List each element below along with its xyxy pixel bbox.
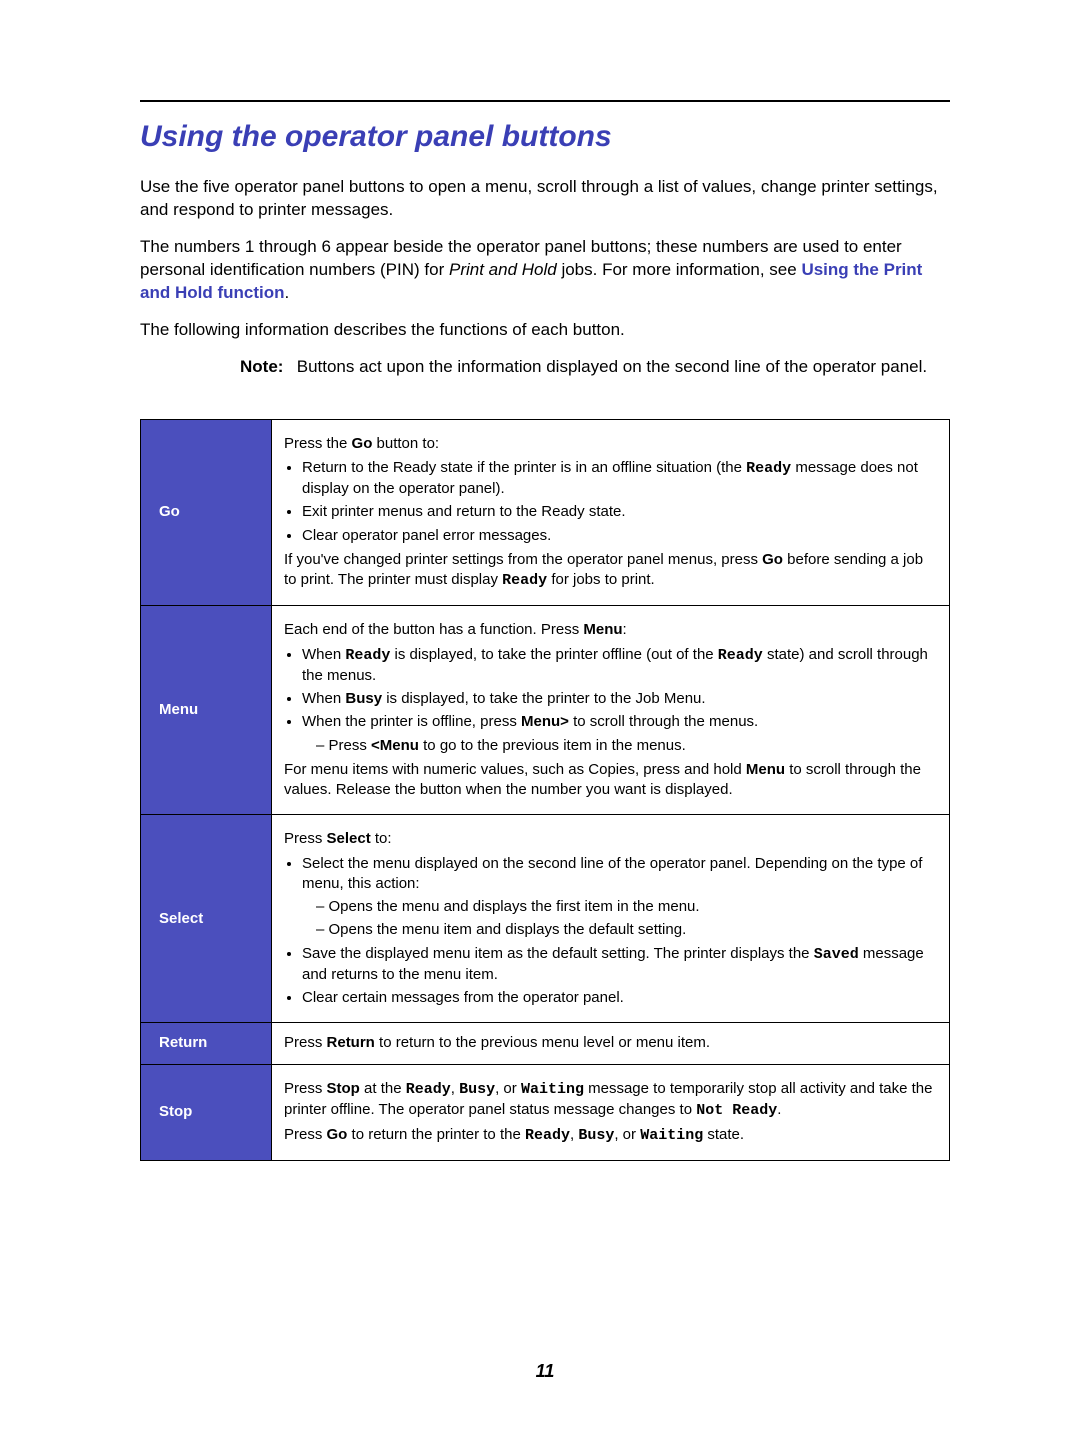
stop-p2-c2: , or [614, 1126, 640, 1143]
stop-p1-mid: at the [360, 1080, 406, 1097]
button-name-go: Go [141, 419, 272, 606]
go-p2-mono: Ready [502, 572, 547, 589]
button-desc-select: Press Select to: Select the menu display… [272, 815, 950, 1023]
stop-p2-bold: Go [327, 1126, 348, 1143]
table-row: Select Press Select to: Select the menu … [141, 815, 950, 1023]
stop-p1-m2: Busy [459, 1081, 495, 1098]
go-line1-pre: Press the [284, 435, 352, 452]
menu-b1-mono2: Ready [718, 647, 763, 664]
button-desc-stop: Press Stop at the Ready, Busy, or Waitin… [272, 1064, 950, 1161]
menu-line1-post: : [623, 621, 627, 638]
stop-p1-bold: Stop [327, 1080, 360, 1097]
select-line1-bold: Select [327, 830, 371, 847]
intro-paragraph-2: The numbers 1 through 6 appear beside th… [140, 236, 950, 305]
page-number: 11 [140, 1361, 950, 1382]
select-bullet-1-sub1: Opens the menu and displays the first it… [316, 897, 937, 917]
menu-b3-bold: Menu> [521, 713, 569, 730]
menu-bullet-3: When the printer is offline, press Menu>… [302, 712, 937, 756]
intro2-suffix: . [284, 283, 289, 302]
menu-b2-pre: When [302, 690, 345, 707]
go-p2-post: for jobs to print. [547, 571, 655, 588]
intro2-mid: jobs. For more information, see [557, 260, 802, 279]
stop-p1-pre: Press [284, 1080, 327, 1097]
note-text: Buttons act upon the information display… [297, 356, 947, 379]
intro-paragraph-3: The following information describes the … [140, 319, 950, 342]
stop-p2-post: state. [703, 1126, 744, 1143]
button-name-return: Return [141, 1023, 272, 1064]
go-b1-pre: Return to the Ready state if the printer… [302, 459, 746, 476]
menu-b1-mono: Ready [345, 647, 390, 664]
return-post: to return to the previous menu level or … [375, 1034, 710, 1051]
select-bullet-1: Select the menu displayed on the second … [302, 854, 937, 941]
top-rule [140, 100, 950, 102]
select-line1-pre: Press [284, 830, 327, 847]
menu-p2-bold: Menu [746, 761, 785, 778]
menu-b2-post: is displayed, to take the printer to the… [382, 690, 706, 707]
intro-paragraph-1: Use the five operator panel buttons to o… [140, 176, 950, 222]
go-bullet-3: Clear operator panel error messages. [302, 526, 937, 546]
menu-b3s-bold: <Menu [371, 737, 419, 754]
table-row: Return Press Return to return to the pre… [141, 1023, 950, 1064]
select-bullet-1-sub2: Opens the menu item and displays the def… [316, 920, 937, 940]
note-label: Note: [240, 356, 292, 379]
button-name-stop: Stop [141, 1064, 272, 1161]
menu-b1-mid: is displayed, to take the printer offlin… [390, 646, 717, 663]
return-bold: Return [327, 1034, 375, 1051]
menu-bullet-2: When Busy is displayed, to take the prin… [302, 689, 937, 709]
menu-b2-bold: Busy [345, 690, 382, 707]
select-bullet-2: Save the displayed menu item as the defa… [302, 944, 937, 986]
page-title: Using the operator panel buttons [140, 120, 950, 154]
select-line1-post: to: [371, 830, 392, 847]
button-name-select: Select [141, 815, 272, 1023]
go-p2-bold: Go [762, 551, 783, 568]
stop-p1-m3: Waiting [521, 1081, 584, 1098]
stop-p1-c1: , [451, 1080, 459, 1097]
return-pre: Press [284, 1034, 327, 1051]
menu-line1-bold: Menu [583, 621, 622, 638]
stop-p2-m1: Ready [525, 1127, 570, 1144]
stop-p2-mid: to return the printer to the [347, 1126, 525, 1143]
stop-p2-m3: Waiting [640, 1127, 703, 1144]
go-bullet-1: Return to the Ready state if the printer… [302, 458, 937, 500]
menu-b3s-post: to go to the previous item in the menus. [419, 737, 686, 754]
stop-p1-m1: Ready [406, 1081, 451, 1098]
table-row: Menu Each end of the button has a functi… [141, 606, 950, 815]
select-b2-mono: Saved [814, 946, 859, 963]
menu-line1-pre: Each end of the button has a function. P… [284, 621, 583, 638]
select-b2-pre: Save the displayed menu item as the defa… [302, 945, 814, 962]
table-row: Stop Press Stop at the Ready, Busy, or W… [141, 1064, 950, 1161]
menu-p2-pre: For menu items with numeric values, such… [284, 761, 746, 778]
note-block: Note: Buttons act upon the information d… [240, 356, 950, 379]
menu-b1-pre: When [302, 646, 345, 663]
button-name-menu: Menu [141, 606, 272, 815]
go-bullet-2: Exit printer menus and return to the Rea… [302, 502, 937, 522]
go-b1-mono: Ready [746, 460, 791, 477]
button-desc-menu: Each end of the button has a function. P… [272, 606, 950, 815]
button-desc-go: Press the Go button to: Return to the Re… [272, 419, 950, 606]
menu-bullet-3-sub: Press <Menu to go to the previous item i… [316, 736, 937, 756]
select-b1: Select the menu displayed on the second … [302, 855, 922, 892]
go-p2-pre: If you've changed printer settings from … [284, 551, 762, 568]
stop-p1-m4: Not Ready [696, 1102, 777, 1119]
select-bullet-3: Clear certain messages from the operator… [302, 988, 937, 1008]
button-desc-return: Press Return to return to the previous m… [272, 1023, 950, 1064]
menu-b3s-pre: Press [329, 737, 372, 754]
go-line1-post: button to: [372, 435, 439, 452]
stop-p2-m2: Busy [578, 1127, 614, 1144]
intro2-italic: Print and Hold [449, 260, 557, 279]
stop-p1-end: . [777, 1101, 781, 1118]
go-line1-bold: Go [352, 435, 373, 452]
table-row: Go Press the Go button to: Return to the… [141, 419, 950, 606]
buttons-table: Go Press the Go button to: Return to the… [140, 419, 950, 1162]
stop-p2-pre: Press [284, 1126, 327, 1143]
menu-bullet-1: When Ready is displayed, to take the pri… [302, 645, 937, 687]
document-page: Using the operator panel buttons Use the… [0, 0, 1080, 1442]
stop-p1-c2: , or [495, 1080, 521, 1097]
menu-b3-post: to scroll through the menus. [569, 713, 758, 730]
menu-b3-pre: When the printer is offline, press [302, 713, 521, 730]
